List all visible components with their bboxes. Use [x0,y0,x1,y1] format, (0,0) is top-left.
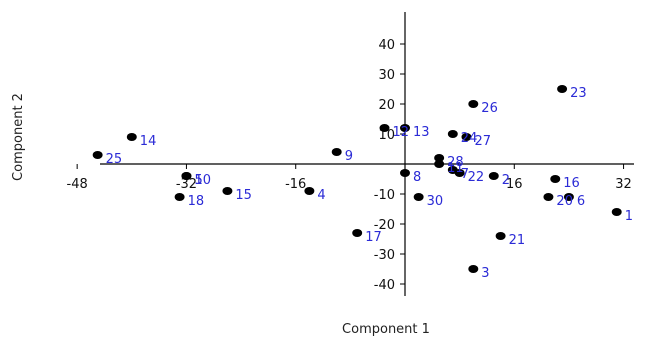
point-label: 5 [194,173,202,188]
point-label: 20 [556,194,573,209]
data-point [468,100,479,108]
point-label: 1 [625,209,633,224]
point-label: 13 [413,125,430,140]
point-label: 22 [468,170,485,185]
data-points [92,85,622,273]
axes [76,12,634,296]
y-axis-title: Component 2 [11,93,26,181]
y-tick-label: 10 [378,128,395,143]
data-point [557,85,568,93]
data-point [400,169,410,177]
point-label: 4 [317,188,325,203]
point-label: 10 [194,173,211,188]
y-tick-label: -20 [374,218,395,233]
point-label: 9 [345,149,353,164]
data-point [461,133,472,141]
point-label: 8 [413,170,421,185]
data-point [611,208,622,216]
point-label: 12 [393,125,410,140]
data-point [331,148,342,156]
tick-labels: -64-48-32-1616324840302010-10-20-30-40 [67,38,632,293]
x-tick-label: -48 [67,177,88,192]
data-point [434,160,445,168]
data-point [352,229,363,237]
point-label: 14 [140,134,157,149]
point-label: 18 [188,194,205,209]
data-point [400,124,410,132]
point-label: 24 [461,131,478,146]
data-point [92,151,103,159]
data-point [379,124,390,132]
point-label: 11 [447,161,464,176]
point-label: 15 [235,188,252,203]
data-point [495,232,506,240]
x-tick-label: 32 [615,177,632,192]
data-point [468,265,479,273]
point-label: 16 [563,176,580,191]
data-point [181,172,192,180]
point-label: 21 [509,233,526,248]
point-labels: 1234567891011121314151617181920212223242… [106,86,633,281]
point-label: 28 [447,155,464,170]
point-label: 26 [481,101,498,116]
data-point [454,169,465,177]
y-tick-label: -40 [374,278,395,293]
x-tick-label: -32 [176,177,197,192]
point-label: 7 [461,167,469,182]
point-label: 23 [570,86,587,101]
data-point [434,154,445,162]
data-point [174,193,185,201]
point-label: 25 [106,152,123,167]
data-point [413,193,424,201]
x-axis-title: Component 1 [342,322,430,337]
y-tick-label: 20 [378,98,395,113]
data-point [304,187,315,195]
x-tick-label: 16 [506,177,523,192]
x-tick-label: -16 [285,177,306,192]
point-label: 30 [427,194,444,209]
data-point [488,172,499,180]
data-point [222,187,233,195]
point-label: 27 [474,134,491,149]
point-label: 17 [365,230,382,245]
y-tick-label: -10 [374,188,395,203]
data-point [563,193,574,201]
point-label: 6 [577,194,585,209]
data-point [126,133,137,141]
data-point [543,193,554,201]
data-point [447,130,458,138]
point-label: 2 [502,173,510,188]
y-tick-label: -30 [374,248,395,263]
y-tick-label: 40 [378,38,395,53]
data-point [550,175,561,183]
y-tick-label: 30 [378,68,395,83]
point-label: 3 [481,266,489,281]
